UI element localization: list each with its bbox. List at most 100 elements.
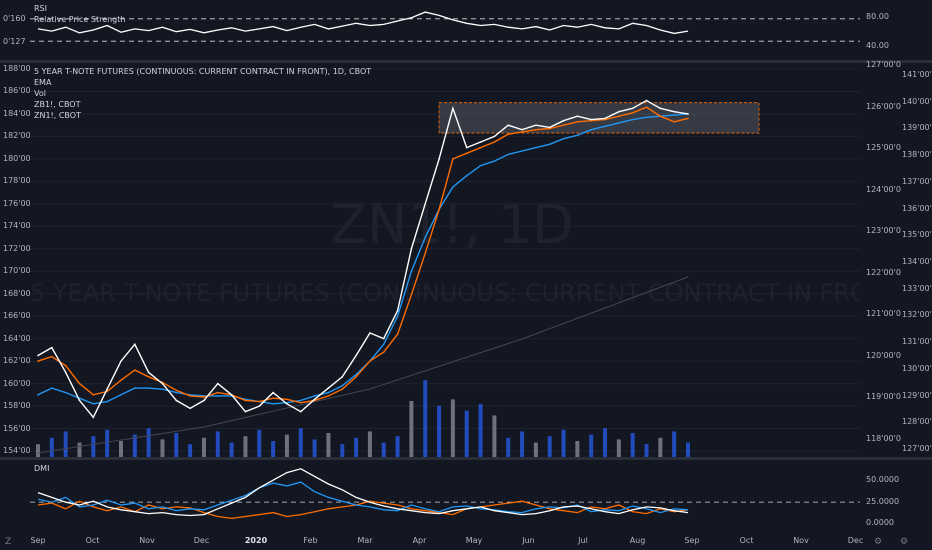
series-point xyxy=(106,388,108,391)
x-tick: Nov xyxy=(793,536,809,545)
series-point xyxy=(37,394,39,396)
dmi-label: DMI xyxy=(34,464,50,473)
y-left-tick: 182'00 xyxy=(3,131,31,141)
volume-bar xyxy=(575,441,580,457)
series-point xyxy=(258,405,261,407)
series-point xyxy=(618,110,620,113)
dmi-pane[interactable] xyxy=(30,460,860,530)
series-point xyxy=(286,398,288,401)
y-right-zn-tick: 127'00'0 xyxy=(866,60,901,69)
series-point xyxy=(452,107,454,110)
gear-icon[interactable]: ⚙ xyxy=(874,537,883,547)
dmi-adx-line xyxy=(37,468,689,517)
main-price-pane[interactable]: ZN1!, 1D 5 YEAR T-NOTE FUTURES (CONTINUO… xyxy=(30,63,860,457)
rsi-tick-right-1: 40.00 xyxy=(866,41,889,50)
series-point xyxy=(216,391,219,394)
series-point xyxy=(548,126,551,129)
main-chart xyxy=(30,68,860,457)
series-point xyxy=(659,115,662,117)
series-point xyxy=(341,388,344,391)
x-tick: Feb xyxy=(303,536,318,545)
series-point xyxy=(424,252,427,255)
series-point xyxy=(216,382,219,385)
series-point xyxy=(92,416,95,419)
rsi-legend: RSI Relative Price Strength xyxy=(34,3,125,25)
y-left-tick: 170'00 xyxy=(3,266,31,276)
y-left-tick: 156'00 xyxy=(3,423,31,433)
volume-bar xyxy=(395,436,400,457)
volume-bar xyxy=(63,431,68,457)
series-point xyxy=(272,391,274,394)
volume-bar xyxy=(215,431,220,457)
y-right-zb-tick: 131'00'0 xyxy=(902,337,932,347)
x-tick: Aug xyxy=(629,536,646,545)
legend-zn1[interactable]: ZN1!, CBOT xyxy=(34,111,81,120)
volume-bar xyxy=(77,442,82,457)
series-point xyxy=(645,116,648,119)
series-point xyxy=(396,333,399,335)
series-line-zb1-cbot xyxy=(37,99,689,419)
series-point xyxy=(673,110,675,113)
series-point xyxy=(299,401,302,404)
pane-separator-bottom[interactable] xyxy=(0,457,932,460)
chart-settings-icon[interactable]: ⚙ xyxy=(900,537,909,547)
series-point xyxy=(535,124,537,126)
series-point xyxy=(424,236,427,239)
rsi-pane[interactable] xyxy=(30,0,860,60)
volume-bar xyxy=(105,429,110,457)
series-point xyxy=(576,121,579,123)
series-point xyxy=(134,369,136,371)
dmi-tick-1: 25.0000 xyxy=(866,497,900,506)
series-point xyxy=(355,354,357,357)
series-point xyxy=(659,107,662,110)
y-left-tick: 188'00 xyxy=(3,64,31,73)
series-point xyxy=(507,133,510,135)
series-point xyxy=(203,399,205,402)
volume-bar xyxy=(174,433,179,457)
volume-bar xyxy=(492,415,497,457)
legend-vol[interactable]: Vol xyxy=(34,89,46,98)
series-point xyxy=(493,160,496,162)
series-point xyxy=(37,360,39,362)
volume-bar xyxy=(409,401,414,457)
series-point xyxy=(590,119,592,122)
series-point xyxy=(604,118,606,121)
x-tick: Dec xyxy=(193,536,210,545)
y-left-tick: 160'00 xyxy=(3,378,31,388)
series-point xyxy=(147,371,150,374)
series-point xyxy=(175,391,178,394)
y-right-zn-tick: 126'00'0 xyxy=(866,101,901,111)
volume-bar xyxy=(589,434,594,457)
series-point xyxy=(244,410,247,413)
zoom-icon[interactable]: Z xyxy=(5,537,12,547)
y-right-zn-tick: 124'00'0 xyxy=(866,184,901,194)
series-point xyxy=(493,135,496,138)
series-point xyxy=(327,391,330,394)
y-left-tick: 184'00 xyxy=(3,108,31,118)
y-left-tick: 164'00 xyxy=(3,333,31,343)
legend-zb1[interactable]: ZB1!, CBOT xyxy=(34,100,81,109)
series-point xyxy=(548,127,551,130)
volume-bar xyxy=(658,437,663,457)
series-point xyxy=(189,407,191,410)
series-point xyxy=(37,354,39,357)
range-box xyxy=(438,102,760,134)
pane-separator-top[interactable] xyxy=(0,60,932,63)
volume-bar xyxy=(201,437,206,457)
volume-bar xyxy=(49,437,54,457)
y-right-zn-tick: 120'00'0 xyxy=(866,350,901,360)
series-point xyxy=(452,158,454,160)
rsi-tick-left-0: 0'160 xyxy=(3,14,26,23)
y-right-zb-tick: 138'00'0 xyxy=(902,150,932,160)
long-moving-average xyxy=(37,276,689,454)
series-point xyxy=(327,387,330,389)
series-point xyxy=(673,121,675,123)
volume-bar xyxy=(603,428,608,457)
y-right-zn-tick: 121'00'0 xyxy=(866,309,901,319)
series-point xyxy=(618,115,620,117)
legend-ema[interactable]: EMA xyxy=(34,78,52,87)
series-point xyxy=(244,399,247,402)
y-right-zn-tick: 119'00'0 xyxy=(866,392,901,402)
series-point xyxy=(493,141,496,143)
dmi-chart xyxy=(30,468,860,520)
